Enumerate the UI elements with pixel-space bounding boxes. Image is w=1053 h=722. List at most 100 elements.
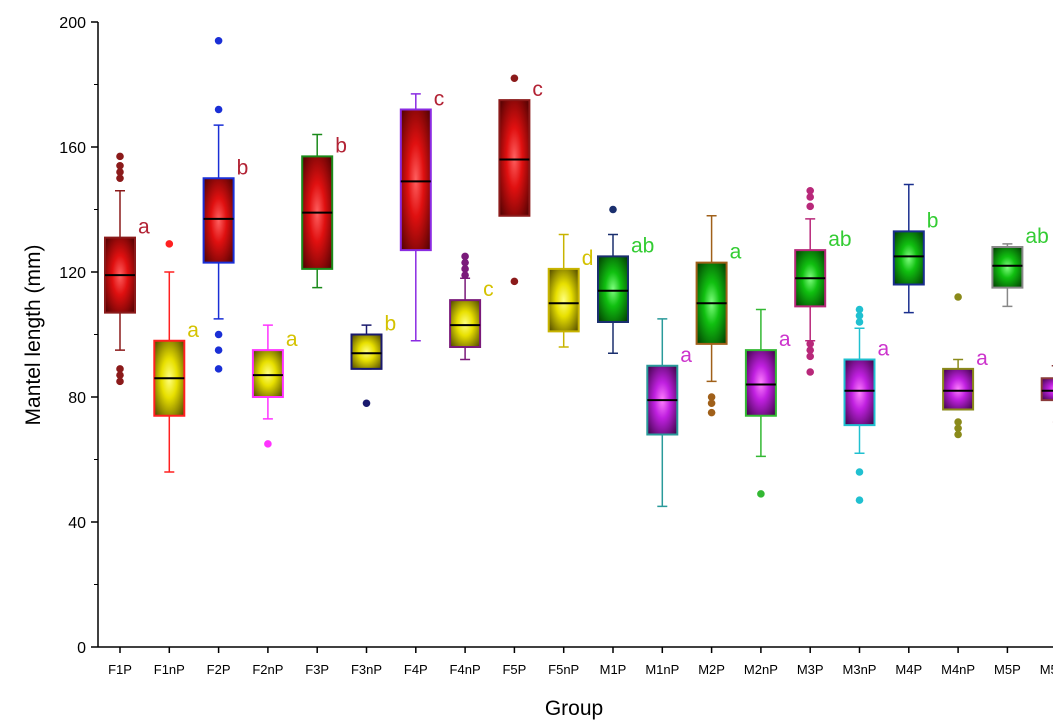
box-iqr (350, 333, 383, 370)
x-axis-title: Group (545, 697, 603, 720)
significance-label: c (532, 78, 543, 101)
x-tick-label: F2P (207, 662, 231, 677)
outlier-point (461, 252, 469, 261)
x-tick-label: M4nP (941, 662, 975, 677)
outlier-point (855, 311, 864, 320)
x-tick-label: F3P (305, 662, 329, 677)
box-iqr (843, 358, 876, 427)
y-tick-label: 40 (68, 515, 86, 532)
x-tick-label: F1P (108, 662, 132, 677)
outlier-point (806, 340, 814, 348)
significance-label: a (187, 319, 199, 342)
box-iqr (202, 177, 235, 264)
outlier-point (461, 258, 469, 267)
box-iqr (1040, 377, 1053, 402)
outlier-point (165, 240, 174, 248)
box-iqr (991, 246, 1024, 289)
x-tick-label: F3nP (351, 662, 382, 677)
x-tick-label: M1nP (645, 662, 679, 677)
outlier-point (214, 105, 223, 114)
outlier-point (855, 496, 864, 504)
significance-label: ab (631, 234, 654, 257)
outlier-point (855, 468, 864, 476)
x-tick-label: M3P (797, 662, 824, 677)
significance-label: b (335, 134, 347, 157)
significance-label: a (730, 241, 742, 264)
outlier-point (214, 330, 223, 339)
significance-label: b (385, 313, 397, 336)
box-iqr (547, 267, 580, 333)
box-iqr (498, 99, 531, 217)
x-tick-label: F4nP (450, 662, 481, 677)
y-tick-label: 200 (59, 15, 86, 32)
box-iqr (597, 255, 629, 323)
outlier-point (707, 399, 716, 408)
x-tick-label: F4P (404, 662, 428, 677)
outlier-point (954, 424, 962, 433)
outlier-point (116, 174, 124, 183)
significance-label: a (976, 347, 988, 370)
box-iqr (399, 108, 432, 252)
x-tick-label: F1nP (154, 662, 185, 677)
significance-label: a (878, 338, 890, 361)
significance-label: b (927, 209, 939, 232)
significance-label: ab (1025, 225, 1048, 248)
outlier-point (116, 168, 124, 176)
box-iqr (449, 299, 482, 348)
significance-label: a (286, 328, 298, 351)
outlier-point (510, 277, 519, 286)
outlier-point (954, 418, 962, 426)
y-tick-label: 160 (59, 140, 86, 157)
outlier-point (806, 346, 814, 354)
outlier-point (116, 377, 124, 386)
outlier-point (954, 293, 962, 301)
y-tick-label: 120 (59, 265, 86, 282)
outlier-point (609, 205, 617, 214)
outlier-point (116, 161, 124, 170)
outlier-point (806, 186, 814, 195)
outlier-point (264, 440, 272, 448)
outlier-point (116, 371, 124, 379)
outlier-point (461, 271, 469, 279)
x-tick-label: M1P (600, 662, 627, 677)
outlier-point (214, 365, 223, 373)
outlier-point (806, 193, 814, 201)
outlier-point (214, 36, 223, 45)
outlier-point (806, 368, 814, 376)
outlier-point (757, 490, 765, 498)
significance-label: ab (828, 228, 851, 251)
significance-label: a (680, 344, 692, 367)
y-axis-title: Mantel length (mm) (22, 245, 45, 426)
x-tick-label: F5P (502, 662, 526, 677)
x-tick-label: M2P (698, 662, 725, 677)
x-tick-label: F2nP (252, 662, 283, 677)
outlier-point (855, 318, 864, 326)
outlier-point (116, 152, 124, 161)
outlier-point (806, 352, 814, 361)
box-iqr (942, 367, 975, 411)
outlier-point (362, 399, 371, 408)
plot-area: 0 40 80 120 160 200 F1P a F1nP a F2P b F2nP a F3P b F3nP… (59, 15, 1053, 677)
outlier-point (806, 202, 814, 211)
outlier-point (707, 393, 716, 401)
box-iqr (744, 349, 777, 417)
outlier-point (855, 305, 864, 314)
significance-label: c (434, 88, 445, 111)
box-iqr (892, 230, 925, 286)
significance-label: b (237, 156, 249, 179)
outlier-point (954, 430, 962, 439)
x-tick-label: F5nP (548, 662, 579, 677)
significance-label: c (483, 278, 494, 301)
y-tick-label: 0 (77, 640, 86, 657)
outlier-point (461, 265, 469, 273)
x-tick-label: M5nP (1040, 662, 1053, 677)
box-iqr (251, 349, 284, 398)
outlier-point (707, 408, 716, 417)
significance-label: a (779, 328, 791, 351)
x-tick-label: M2nP (744, 662, 778, 677)
outlier-point (510, 74, 519, 83)
x-tick-label: M5P (994, 662, 1021, 677)
x-tick-label: M4P (895, 662, 922, 677)
significance-label: a (138, 216, 150, 239)
